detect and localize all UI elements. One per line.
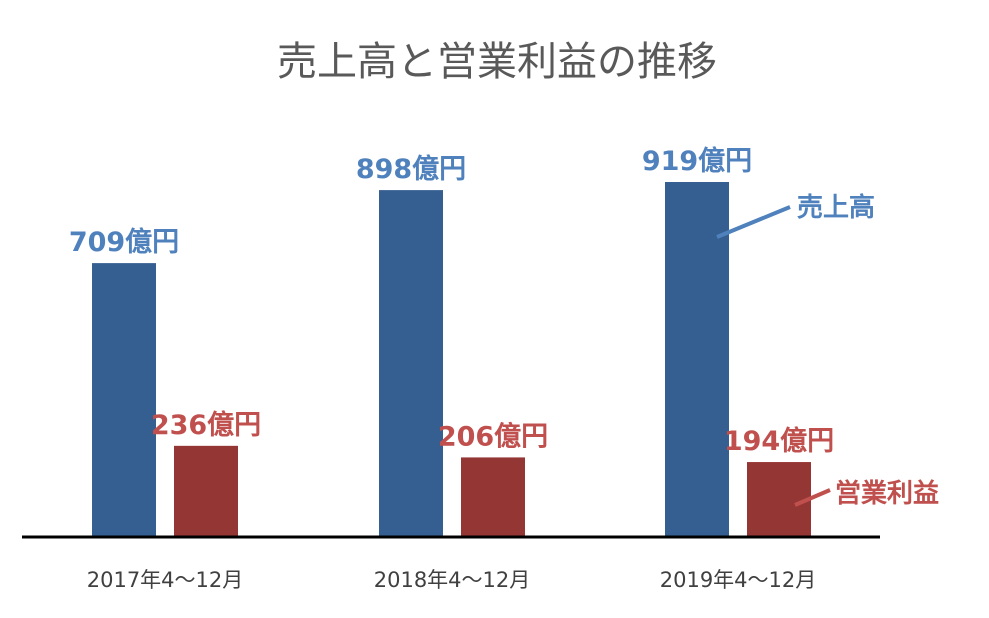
bar-profit-1 [174,445,238,537]
value-label-profit-3: 194億円 [724,426,834,457]
value-labels: 709億円 236億円 898億円 206億円 919億円 194億円 [69,146,834,457]
tick-label-3: 2019年4～12月 [660,568,817,592]
value-label-sales-1: 709億円 [69,227,179,258]
tick-label-2: 2018年4～12月 [374,568,531,592]
bar-profit-3 [747,462,811,537]
bar-sales-1 [92,263,156,537]
tick-labels: 2017年4～12月 2018年4～12月 2019年4～12月 [87,568,817,592]
bar-profit-2 [461,457,525,537]
legend-profit-leader [794,488,831,507]
bars [92,181,811,537]
legend-profit: 営業利益 [835,479,939,509]
legend-sales-leader [716,205,791,239]
value-label-sales-3: 919億円 [642,146,752,177]
legend-sales: 売上高 [797,192,875,223]
value-label-profit-2: 206億円 [438,421,548,452]
value-label-sales-2: 898億円 [356,154,466,185]
value-label-profit-1: 236億円 [151,410,261,441]
tick-label-1: 2017年4～12月 [87,568,244,592]
bar-sales-3 [665,181,729,537]
chart-title: 売上高と営業利益の推移 [277,39,717,85]
bar-sales-2 [379,190,443,537]
